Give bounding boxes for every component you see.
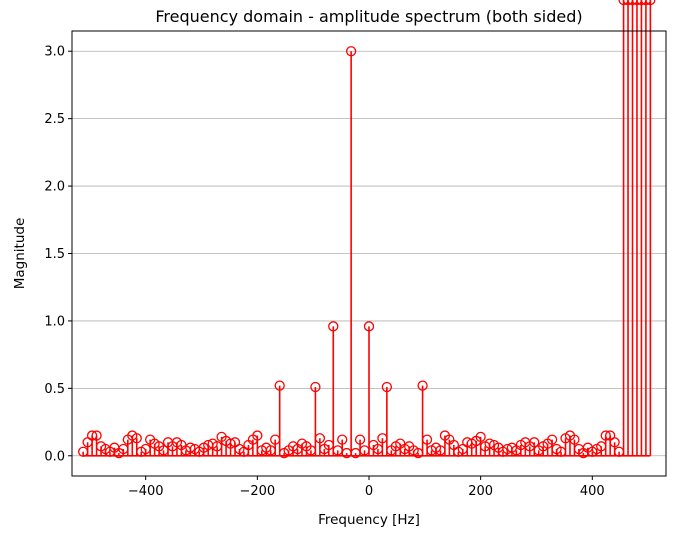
- y-tick-label: 0.5: [44, 382, 65, 397]
- stem-marker: [225, 438, 236, 449]
- stem-marker: [640, 0, 652, 6]
- stem-marker: [636, 0, 647, 6]
- y-tick-label: 1.0: [44, 314, 65, 329]
- stem-marker: [627, 0, 638, 6]
- stem-marker: [372, 443, 384, 455]
- stem-marker: [212, 441, 223, 452]
- stem-marker: [596, 441, 607, 452]
- stem-marker: [131, 433, 142, 444]
- stem-marker: [377, 433, 388, 444]
- stem-marker: [354, 434, 366, 445]
- x-tick-label: −200: [239, 484, 275, 499]
- stem-marker: [345, 46, 357, 57]
- stem-marker: [529, 437, 540, 448]
- stem-marker: [78, 446, 89, 457]
- stem-marker: [546, 434, 558, 445]
- stem-marker: [337, 434, 348, 445]
- stem-marker: [569, 434, 580, 445]
- x-tick-label: 0: [365, 484, 373, 499]
- stem-marker: [363, 321, 375, 332]
- y-axis-label: Magnitude: [12, 218, 28, 290]
- stem-marker: [118, 443, 129, 455]
- x-axis-label: Frequency [Hz]: [318, 512, 420, 528]
- stem-marker: [158, 445, 169, 456]
- stem-marker: [555, 446, 567, 457]
- y-tick-label: 1.5: [44, 247, 65, 262]
- stem-marker: [185, 442, 196, 453]
- stem-marker: [417, 380, 428, 391]
- stem-marker: [381, 381, 393, 393]
- stem-marker: [600, 430, 611, 441]
- stem-marker: [314, 433, 326, 444]
- stem-marker: [274, 380, 285, 391]
- y-tick-label: 3.0: [44, 45, 65, 60]
- stem-marker: [265, 445, 276, 456]
- stem-marker: [328, 321, 339, 332]
- stem-marker: [645, 0, 656, 6]
- stem-marker: [91, 430, 102, 441]
- stem-marker: [609, 437, 620, 448]
- y-ticks: 0.0 0.5 1.0 1.5 2.0 2.5 3.0: [44, 45, 72, 464]
- y-tick-label: 2.5: [44, 112, 65, 127]
- stem-marker: [618, 0, 629, 6]
- stem-marker: [332, 445, 343, 456]
- stem-marker: [613, 446, 625, 457]
- stem-marker: [631, 0, 643, 6]
- stem-marker: [622, 0, 634, 6]
- stem-marker: [475, 431, 486, 443]
- stem-marker: [421, 434, 433, 445]
- stem-marker: [305, 445, 317, 456]
- stem-marker: [140, 443, 151, 455]
- stem-marker: [310, 381, 321, 393]
- stem-marker: [252, 430, 263, 441]
- stems: [78, 0, 656, 459]
- stem-marker: [412, 447, 424, 459]
- stem-marker: [350, 447, 361, 459]
- stem-marker: [270, 434, 281, 445]
- x-ticks: −400 −200 0 200 400: [128, 476, 605, 499]
- y-tick-label: 2.0: [44, 180, 65, 195]
- stem-marker: [359, 445, 370, 456]
- x-tick-label: 200: [468, 484, 493, 499]
- x-tick-label: −400: [128, 484, 164, 499]
- stem-marker: [86, 430, 98, 441]
- stem-marker: [435, 445, 446, 456]
- x-tick-label: 400: [580, 484, 605, 499]
- y-tick-label: 0.0: [44, 449, 65, 464]
- stem-marker: [323, 439, 334, 451]
- stem-marker: [484, 438, 495, 449]
- chart-title: Frequency domain - amplitude spectrum (b…: [155, 7, 582, 26]
